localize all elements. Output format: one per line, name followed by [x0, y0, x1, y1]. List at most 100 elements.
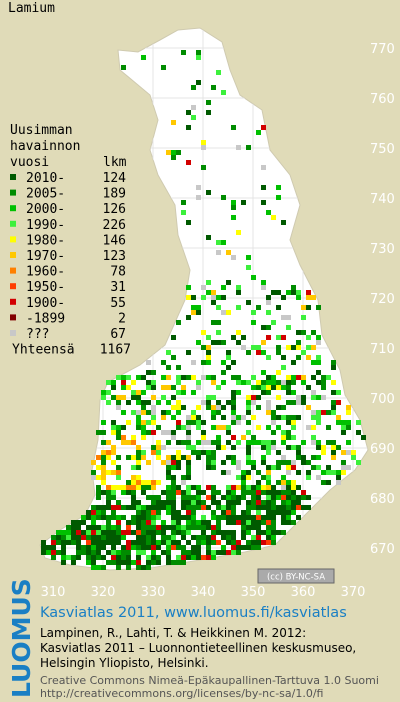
occurrence-square: [171, 505, 176, 510]
occurrence-square: [246, 520, 251, 525]
occurrence-square: [136, 450, 141, 455]
occurrence-square: [176, 465, 181, 470]
occurrence-square: [241, 545, 246, 550]
occurrence-square: [296, 450, 301, 455]
occurrence-square: [166, 475, 171, 480]
easting-label: 350: [241, 585, 266, 600]
occurrence-square: [131, 465, 136, 470]
occurrence-square: [146, 370, 151, 375]
occurrence-square: [271, 525, 276, 530]
occurrence-square: [236, 390, 241, 395]
occurrence-square: [231, 335, 236, 340]
occurrence-square: [256, 520, 261, 525]
occurrence-square: [166, 535, 171, 540]
occurrence-square: [231, 520, 236, 525]
occurrence-square: [251, 535, 256, 540]
occurrence-square: [321, 410, 326, 415]
occurrence-square: [96, 515, 101, 520]
occurrence-square: [201, 295, 206, 300]
occurrence-square: [91, 475, 96, 480]
occurrence-square: [111, 385, 116, 390]
occurrence-square: [256, 130, 261, 135]
occurrence-square: [196, 520, 201, 525]
occurrence-square: [146, 420, 151, 425]
occurrence-square: [196, 555, 201, 560]
occurrence-square: [51, 545, 56, 550]
occurrence-square: [116, 535, 121, 540]
occurrence-square: [271, 505, 276, 510]
occurrence-square: [201, 555, 206, 560]
occurrence-square: [286, 385, 291, 390]
occurrence-square: [226, 470, 231, 475]
occurrence-square: [256, 425, 261, 430]
occurrence-square: [151, 540, 156, 545]
occurrence-square: [231, 405, 236, 410]
occurrence-square: [161, 395, 166, 400]
occurrence-square: [266, 335, 271, 340]
occurrence-square: [236, 465, 241, 470]
occurrence-square: [256, 395, 261, 400]
occurrence-square: [71, 560, 76, 565]
occurrence-square: [306, 355, 311, 360]
occurrence-square: [286, 375, 291, 380]
occurrence-square: [306, 495, 311, 500]
occurrence-square: [346, 465, 351, 470]
occurrence-square: [181, 455, 186, 460]
occurrence-square: [151, 450, 156, 455]
northing-label: 700: [370, 392, 395, 407]
occurrence-square: [231, 445, 236, 450]
occurrence-square: [266, 425, 271, 430]
occurrence-square: [281, 365, 286, 370]
license-url[interactable]: http://creativecommons.org/licenses/by-n…: [40, 687, 323, 700]
occurrence-square: [91, 520, 96, 525]
occurrence-square: [191, 105, 196, 110]
legend-label: 1990-: [26, 218, 65, 233]
occurrence-square: [326, 440, 331, 445]
occurrence-square: [276, 380, 281, 385]
occurrence-square: [151, 525, 156, 530]
occurrence-square: [356, 430, 361, 435]
occurrence-square: [171, 415, 176, 420]
occurrence-square: [251, 395, 256, 400]
occurrence-square: [286, 325, 291, 330]
occurrence-square: [281, 295, 286, 300]
occurrence-square: [101, 460, 106, 465]
occurrence-square: [191, 445, 196, 450]
occurrence-square: [61, 545, 66, 550]
occurrence-square: [241, 510, 246, 515]
occurrence-square: [146, 520, 151, 525]
occurrence-square: [156, 505, 161, 510]
occurrence-square: [221, 505, 226, 510]
occurrence-square: [111, 560, 116, 565]
occurrence-square: [136, 540, 141, 545]
occurrence-square: [136, 460, 141, 465]
occurrence-square: [81, 530, 86, 535]
occurrence-square: [261, 200, 266, 205]
occurrence-square: [301, 440, 306, 445]
occurrence-square: [311, 395, 316, 400]
occurrence-square: [236, 460, 241, 465]
occurrence-square: [136, 500, 141, 505]
occurrence-square: [211, 85, 216, 90]
occurrence-square: [276, 335, 281, 340]
occurrence-square: [91, 540, 96, 545]
occurrence-square: [206, 460, 211, 465]
occurrence-square: [246, 505, 251, 510]
atlas-link[interactable]: Kasviatlas 2011, www.luomus.fi/kasviatla…: [40, 605, 347, 621]
occurrence-square: [306, 305, 311, 310]
occurrence-square: [211, 495, 216, 500]
occurrence-square: [151, 410, 156, 415]
occurrence-square: [271, 515, 276, 520]
occurrence-square: [301, 495, 306, 500]
occurrence-square: [251, 490, 256, 495]
occurrence-square: [131, 480, 136, 485]
occurrence-square: [231, 455, 236, 460]
occurrence-square: [276, 450, 281, 455]
occurrence-square: [206, 455, 211, 460]
occurrence-square: [91, 510, 96, 515]
occurrence-square: [211, 465, 216, 470]
occurrence-square: [146, 430, 151, 435]
occurrence-square: [321, 375, 326, 380]
occurrence-square: [156, 400, 161, 405]
occurrence-square: [246, 430, 251, 435]
